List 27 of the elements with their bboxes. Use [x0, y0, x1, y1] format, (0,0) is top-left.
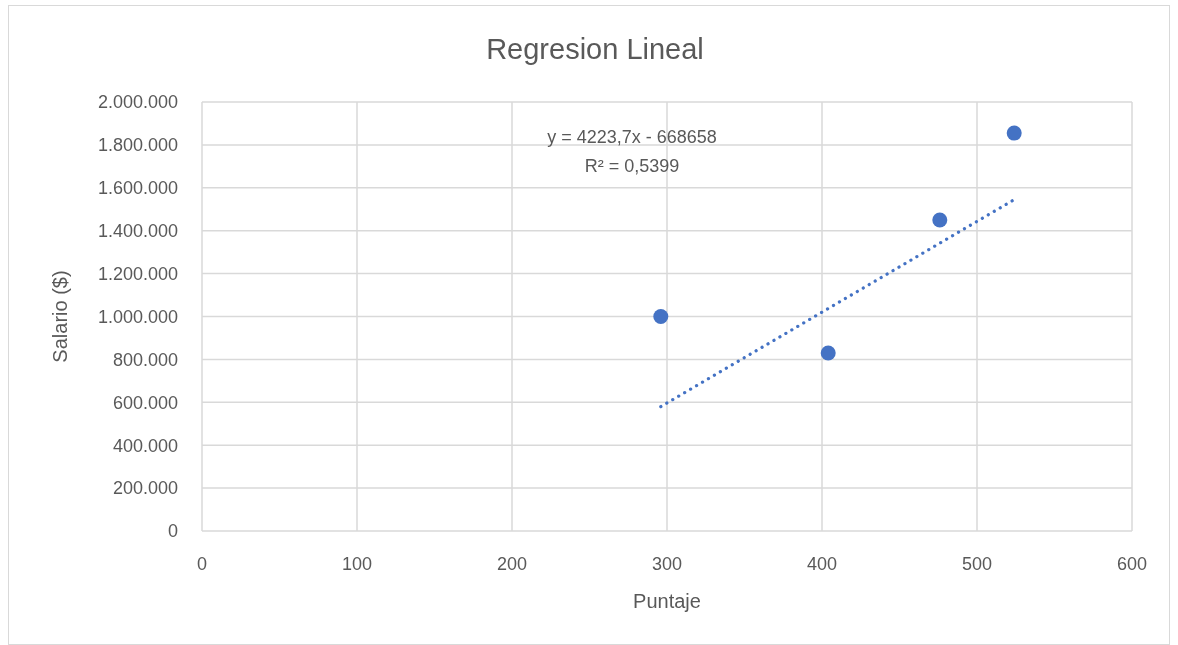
point	[820, 345, 836, 361]
y-tick-label: 1.600.000	[97, 178, 178, 199]
x-tick-label: 300	[651, 554, 683, 574]
x-axis-title: Puntaje	[633, 590, 701, 612]
point	[932, 212, 948, 228]
chart-title: Regresion Lineal	[486, 33, 704, 65]
y-tick-label: 200.000	[112, 478, 178, 499]
annotation: y = 4223,7x - 668658	[547, 127, 717, 147]
x-tick-label: 400	[806, 554, 838, 574]
y-tick-label: 1.400.000	[97, 221, 178, 241]
y-tick-label: 600.000	[112, 392, 178, 413]
y-tick-label: 0	[167, 521, 178, 542]
x-tick-label: 500	[961, 554, 993, 574]
y-tick-label: 1.000.000	[97, 306, 178, 327]
point	[653, 309, 669, 324]
y-tick-label: 2.000.000	[97, 92, 178, 113]
y-axis-title: Salario ($)	[49, 270, 71, 363]
y-tick-label: 1.800.000	[97, 135, 178, 156]
y-tick-label: 400.000	[112, 435, 178, 456]
x-tick-label: 600	[1116, 554, 1148, 574]
x-tick-label: 200	[496, 554, 528, 574]
y-tick-label: 1.200.000	[97, 263, 178, 284]
y-tick-label: 800.000	[112, 349, 178, 370]
x-tick-label: 0	[196, 554, 208, 574]
x-tick-label: 100	[341, 554, 373, 574]
annotation: R² = 0,5399	[584, 156, 680, 176]
point	[1006, 125, 1022, 141]
